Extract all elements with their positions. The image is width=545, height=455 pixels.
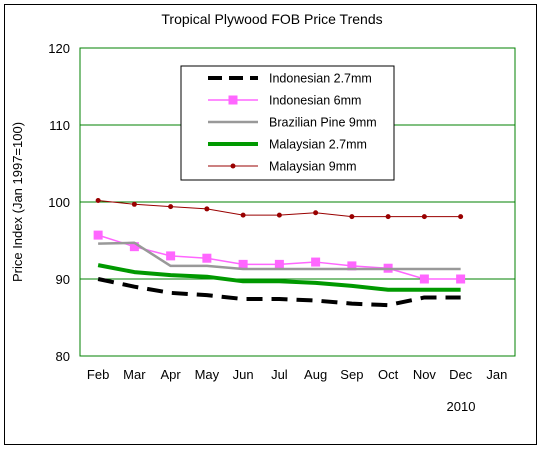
y-tick-label: 120 (48, 41, 70, 56)
x-tick-label: Dec (449, 367, 473, 382)
y-tick-label: 80 (56, 349, 70, 364)
x-tick-label: Aug (304, 367, 327, 382)
year-label: 2010 (447, 399, 476, 414)
data-point (131, 201, 137, 207)
series-line-3 (98, 241, 461, 271)
legend-marker (228, 95, 238, 105)
y-tick-label: 90 (56, 272, 70, 287)
legend-label: Malaysian 2.7mm (269, 138, 367, 152)
data-point (419, 274, 429, 284)
chart-title: Tropical Plywood FOB Price Trends (161, 11, 382, 27)
data-point (202, 253, 212, 263)
data-point (349, 214, 355, 220)
x-tick-label: Sep (340, 367, 363, 382)
x-tick-label: Jul (271, 367, 288, 382)
data-point (421, 214, 427, 220)
y-axis-ticks: 80 90 100 110 120 (48, 41, 70, 364)
x-tick-label: May (195, 367, 220, 382)
x-axis-ticks: Feb Mar Apr May Jun Jul Aug Sep Oct Nov Dec Jan (87, 367, 507, 382)
x-tick-label: Oct (378, 367, 399, 382)
data-point (458, 214, 464, 220)
data-point (95, 197, 101, 203)
series-line-4 (97, 263, 461, 292)
data-point (204, 206, 210, 212)
y-tick-label: 110 (49, 118, 70, 133)
data-point (347, 261, 357, 271)
data-point (166, 251, 176, 261)
legend-label: Malaysian 9mm (269, 160, 357, 174)
data-point (129, 242, 139, 252)
legend-label: Indonesian 6mm (269, 94, 361, 108)
x-tick-label: Jan (486, 367, 507, 382)
data-point (311, 257, 321, 267)
x-tick-label: Nov (413, 367, 437, 382)
data-point (385, 214, 391, 220)
series-group (93, 197, 466, 308)
x-tick-label: Apr (161, 367, 182, 382)
data-point (93, 230, 103, 240)
data-point (240, 212, 246, 218)
y-axis-label: Price Index (Jan 1997=100) (10, 122, 25, 282)
data-point (168, 204, 174, 210)
data-point (313, 210, 319, 216)
legend-label: Brazilian Pine 9mm (269, 116, 377, 130)
data-point (456, 274, 466, 284)
legend: Indonesian 2.7mm Indonesian 6mm Brazilian … (180, 65, 395, 181)
y-tick-label: 100 (48, 195, 70, 210)
legend-marker (230, 163, 236, 169)
legend-label: Indonesian 2.7mm (269, 72, 372, 86)
x-tick-label: Mar (123, 367, 146, 382)
series-line-1 (97, 277, 461, 308)
data-point (274, 259, 284, 269)
x-tick-label: Feb (87, 367, 109, 382)
data-point (276, 212, 282, 218)
x-tick-label: Jun (233, 367, 254, 382)
data-point (238, 259, 248, 269)
